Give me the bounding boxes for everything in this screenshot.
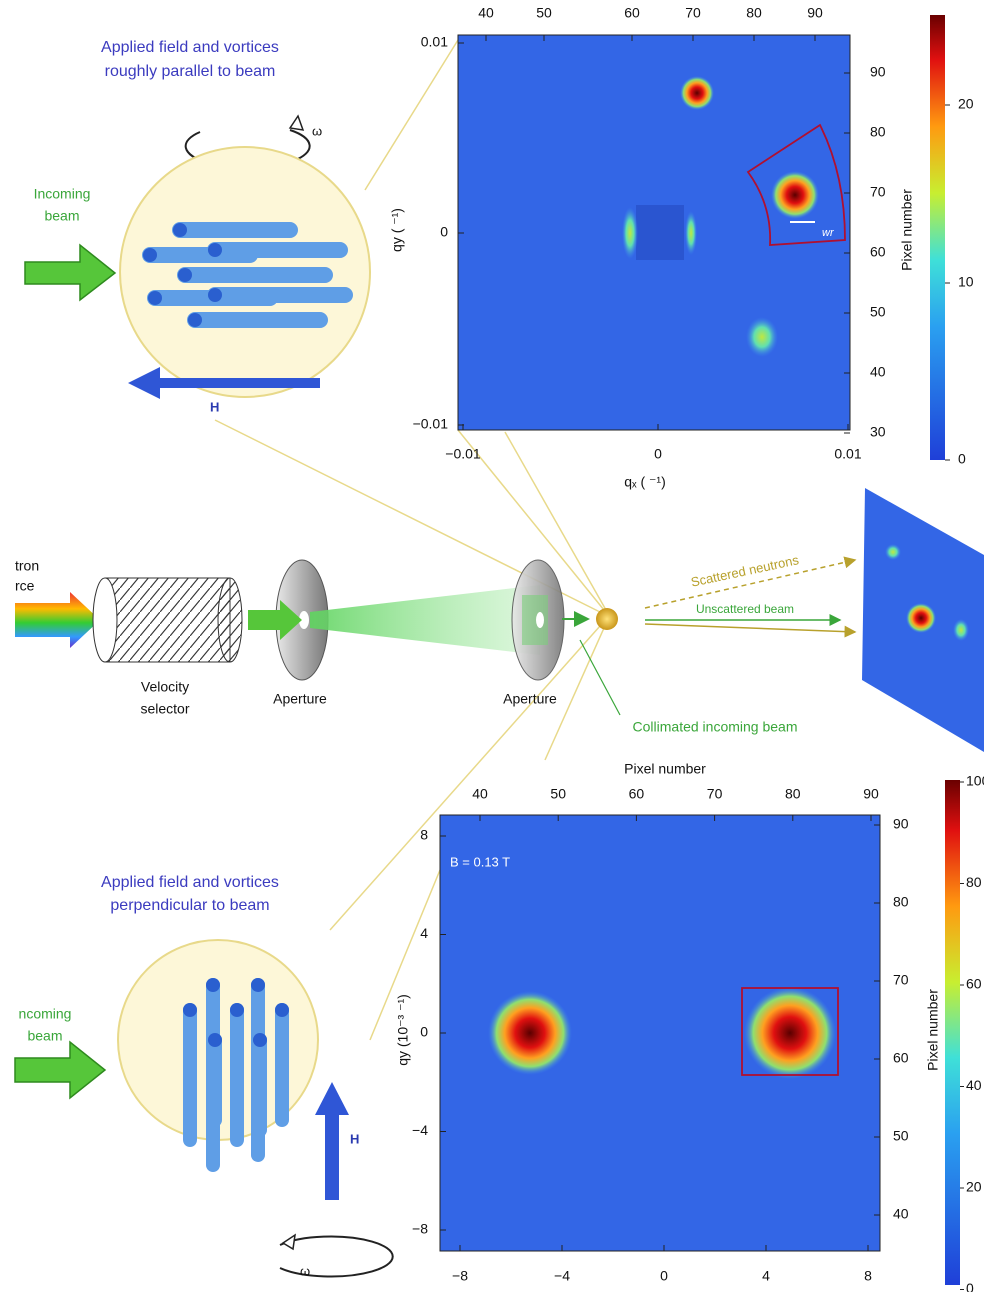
tick-label: 80 <box>746 5 762 21</box>
field-value: B = 0.13 T <box>450 854 510 869</box>
tick-label: −0.01 <box>445 446 481 462</box>
tick-label: 4 <box>762 1268 770 1284</box>
tick-label: 8 <box>864 1268 872 1284</box>
tick-label: 40 <box>478 5 494 21</box>
right-label: Pixel number <box>899 189 915 271</box>
bottom-sketch: Applied field and vortices perpendicular… <box>15 874 393 1278</box>
tick-label: 40 <box>966 1077 982 1093</box>
tick-label: 90 <box>893 816 909 832</box>
bottom-plot: B = 0.13 T Pixel number qy (10⁻³ ⁻¹) Pix… <box>395 761 960 1285</box>
incoming-beam: beam <box>44 208 79 224</box>
title-line: Applied field and vortices <box>101 874 279 891</box>
selector-label: selector <box>140 701 189 717</box>
tick-label: −8 <box>452 1268 468 1284</box>
top-sketch: Applied field and vortices roughly paral… <box>25 39 370 414</box>
tick-label: 0.01 <box>834 446 861 462</box>
tick-label: −4 <box>412 1122 428 1138</box>
tick-label: 80 <box>870 124 886 140</box>
tick-label: 0 <box>654 446 662 462</box>
tick-label: 70 <box>870 184 886 200</box>
tick-label: 60 <box>624 5 640 21</box>
tick-label: 80 <box>893 894 909 910</box>
tick-label: 70 <box>685 5 701 21</box>
y-label: qy ( ⁻¹) <box>389 208 405 252</box>
tick-label: 0 <box>440 224 448 240</box>
collimated-label: Collimated incoming beam <box>633 719 798 735</box>
aperture-label: Aperture <box>503 691 557 707</box>
tick-label: 60 <box>870 244 886 260</box>
incoming-beam: ncoming <box>19 1006 72 1022</box>
source-label: rce <box>15 578 35 594</box>
tick-label: 0.01 <box>421 34 448 50</box>
tick-label: 50 <box>870 304 886 320</box>
title-line: roughly parallel to beam <box>105 63 276 80</box>
tick-label: 0 <box>420 1024 428 1040</box>
scattered-label: Scattered neutrons <box>689 552 800 590</box>
tick-label: 8 <box>420 827 428 843</box>
tick-label: 60 <box>966 976 982 992</box>
tick-label: 70 <box>707 786 723 802</box>
tick-label: 70 <box>893 972 909 988</box>
field-label: H <box>210 399 219 414</box>
top-plot: wr qy ( ⁻¹) qₓ ( ⁻¹) Pixel number <box>389 15 945 490</box>
unscattered-label: Unscattered beam <box>696 602 794 616</box>
tick-label: 50 <box>550 786 566 802</box>
field-label: H <box>350 1131 359 1146</box>
instrument: tron rce Velocity selector Aperture Aper… <box>15 488 984 752</box>
y-label: qy (10⁻³ ⁻¹) <box>395 994 411 1066</box>
tick-label: 90 <box>870 64 886 80</box>
aperture-label: Aperture <box>273 691 327 707</box>
tick-label: 4 <box>420 925 428 941</box>
annotation: wr <box>822 227 835 239</box>
tick-label: 30 <box>870 424 886 440</box>
tick-label: −8 <box>412 1221 428 1237</box>
figure: Applied field and vortices roughly paral… <box>0 0 984 1292</box>
omega: ω <box>300 1263 310 1278</box>
incoming-beam: Incoming <box>34 186 91 202</box>
x-label: qₓ ( ⁻¹) <box>624 474 666 490</box>
tick-label: 10 <box>958 274 974 290</box>
incoming-beam: beam <box>27 1028 62 1044</box>
tick-label: 40 <box>893 1206 909 1222</box>
tick-label: 80 <box>966 874 982 890</box>
tick-label: −4 <box>554 1268 570 1284</box>
top-label: Pixel number <box>624 761 706 777</box>
tick-label: 90 <box>807 5 823 21</box>
tick-label: 0 <box>660 1268 668 1284</box>
tick-label: 50 <box>893 1128 909 1144</box>
right-label: Pixel number <box>925 989 941 1071</box>
tick-label: 20 <box>966 1179 982 1195</box>
tick-label: 40 <box>472 786 488 802</box>
tick-label: −0.01 <box>413 416 449 432</box>
tick-label: 20 <box>958 96 974 112</box>
title-line: perpendicular to beam <box>110 897 269 914</box>
title-line: Applied field and vortices <box>101 39 279 56</box>
tick-label: 0 <box>958 451 966 467</box>
source-label: tron <box>15 558 39 574</box>
tick-label: 90 <box>863 786 879 802</box>
tick-label: 50 <box>536 5 552 21</box>
tick-label: 60 <box>893 1050 909 1066</box>
tick-label: 60 <box>629 786 645 802</box>
tick-label: 80 <box>785 786 801 802</box>
tick-label: 40 <box>870 364 886 380</box>
tick-label: 0 <box>966 1280 974 1292</box>
tick-label: 100 <box>966 773 984 789</box>
omega: ω <box>312 123 322 138</box>
selector-label: Velocity <box>141 679 189 695</box>
